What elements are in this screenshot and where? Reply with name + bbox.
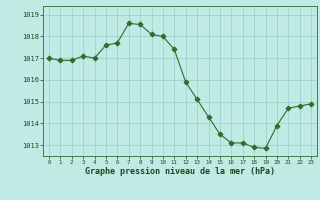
- X-axis label: Graphe pression niveau de la mer (hPa): Graphe pression niveau de la mer (hPa): [85, 167, 275, 176]
